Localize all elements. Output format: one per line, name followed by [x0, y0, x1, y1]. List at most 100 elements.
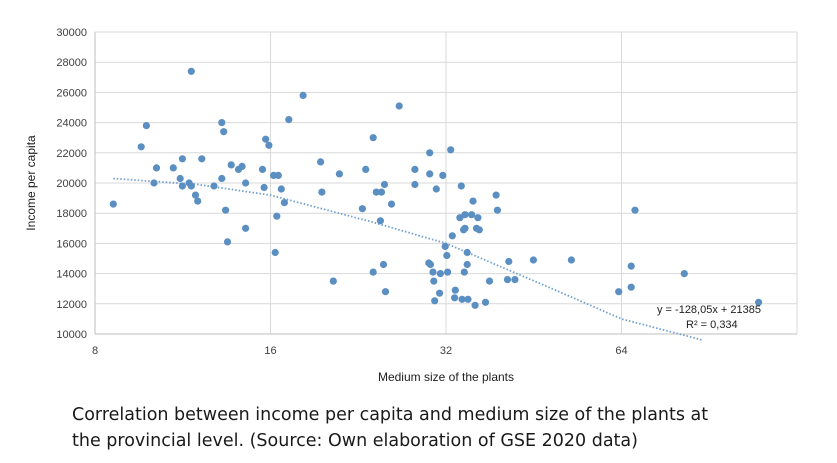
x-tick-label: 16 [264, 345, 276, 357]
data-point [505, 257, 513, 266]
data-point [150, 179, 158, 187]
data-point [615, 288, 623, 296]
data-point [223, 238, 232, 246]
data-point [362, 165, 370, 173]
y-tick-label: 26000 [56, 87, 87, 99]
data-point [444, 268, 452, 276]
data-point [152, 164, 161, 172]
data-point [474, 214, 482, 222]
y-tick-label: 10000 [56, 329, 87, 341]
data-point [627, 283, 635, 291]
data-point [461, 224, 469, 232]
y-tick-label: 14000 [56, 269, 87, 281]
y-tick-label: 28000 [56, 57, 87, 69]
data-point [187, 182, 195, 190]
data-point [387, 200, 396, 208]
data-point [458, 295, 466, 303]
data-point [426, 149, 434, 157]
trendline-layer [113, 177, 703, 341]
data-point [429, 268, 437, 276]
figure-caption: Correlation between income per capita an… [72, 402, 812, 454]
y-tick-label: 30000 [56, 27, 87, 39]
data-point [461, 211, 469, 219]
data-point [187, 67, 195, 75]
data-point [475, 226, 483, 234]
data-point [411, 165, 419, 173]
trendline [113, 177, 703, 341]
data-point [395, 102, 403, 110]
data-point [265, 141, 273, 149]
data-point [220, 128, 228, 136]
x-axis-title: Medium size of the plants [378, 370, 514, 384]
data-point [755, 298, 763, 306]
data-point [460, 268, 468, 276]
data-point [109, 200, 117, 208]
data-point [194, 197, 202, 205]
data-point [411, 180, 419, 189]
y-tick-label: 12000 [56, 299, 87, 311]
data-point [468, 211, 476, 219]
data-point [680, 270, 688, 278]
x-tick-label: 8 [92, 345, 98, 357]
data-point [463, 260, 471, 269]
data-point [426, 260, 435, 269]
data-point [492, 191, 500, 199]
data-point [436, 270, 444, 278]
r-squared-label: R² = 0,334 [686, 319, 738, 331]
data-point [238, 162, 246, 170]
data-point [218, 119, 226, 127]
data-point [280, 199, 288, 207]
data-point [567, 256, 576, 264]
data-point [457, 182, 465, 190]
data-point [260, 183, 268, 192]
data-point [503, 276, 512, 284]
y-tick-label: 18000 [56, 208, 87, 220]
data-point [191, 191, 200, 199]
data-point [318, 188, 326, 196]
data-point [485, 277, 494, 285]
data-point [274, 171, 282, 179]
data-point [317, 158, 325, 166]
data-point [376, 217, 384, 225]
data-point [469, 197, 477, 205]
data-point [436, 289, 444, 297]
data-point [369, 134, 377, 142]
caption-line-2: the provincial level. (Source: Own elabo… [72, 431, 638, 451]
data-point [529, 256, 538, 264]
data-point [178, 155, 186, 163]
x-tick-label: 32 [440, 345, 452, 357]
y-tick-label: 20000 [56, 178, 87, 190]
data-point [463, 248, 471, 257]
data-point [372, 188, 380, 196]
x-tick-label: 64 [615, 345, 627, 357]
data-point [377, 188, 386, 196]
data-point [262, 135, 270, 143]
scatter-chart: 10000 12000 14000 16000 18000 20000 22000 24000… [24, 27, 798, 384]
data-point [631, 206, 639, 214]
data-point [335, 170, 343, 178]
data-point [432, 185, 440, 193]
data-point [431, 297, 439, 305]
data-point [218, 174, 226, 183]
data-point [430, 277, 438, 285]
data-point [198, 155, 206, 163]
data-point [471, 301, 479, 309]
trendline-equation: y = -128,05x + 21385 [657, 304, 761, 316]
data-point [285, 116, 293, 124]
y-axis-title: Income per capita [24, 135, 38, 231]
data-point [242, 179, 250, 187]
y-tick-label: 16000 [56, 238, 87, 250]
y-tick-label: 24000 [56, 118, 87, 130]
data-point [481, 298, 490, 306]
data-points [109, 67, 763, 309]
data-point [242, 224, 250, 232]
caption-line-1: Correlation between income per capita an… [72, 405, 709, 425]
data-point [493, 206, 501, 214]
data-point [222, 206, 230, 214]
data-point [380, 180, 389, 189]
data-point [511, 276, 519, 284]
data-point [169, 164, 177, 172]
data-point [451, 286, 459, 294]
data-point [178, 182, 186, 190]
data-point [447, 146, 455, 154]
